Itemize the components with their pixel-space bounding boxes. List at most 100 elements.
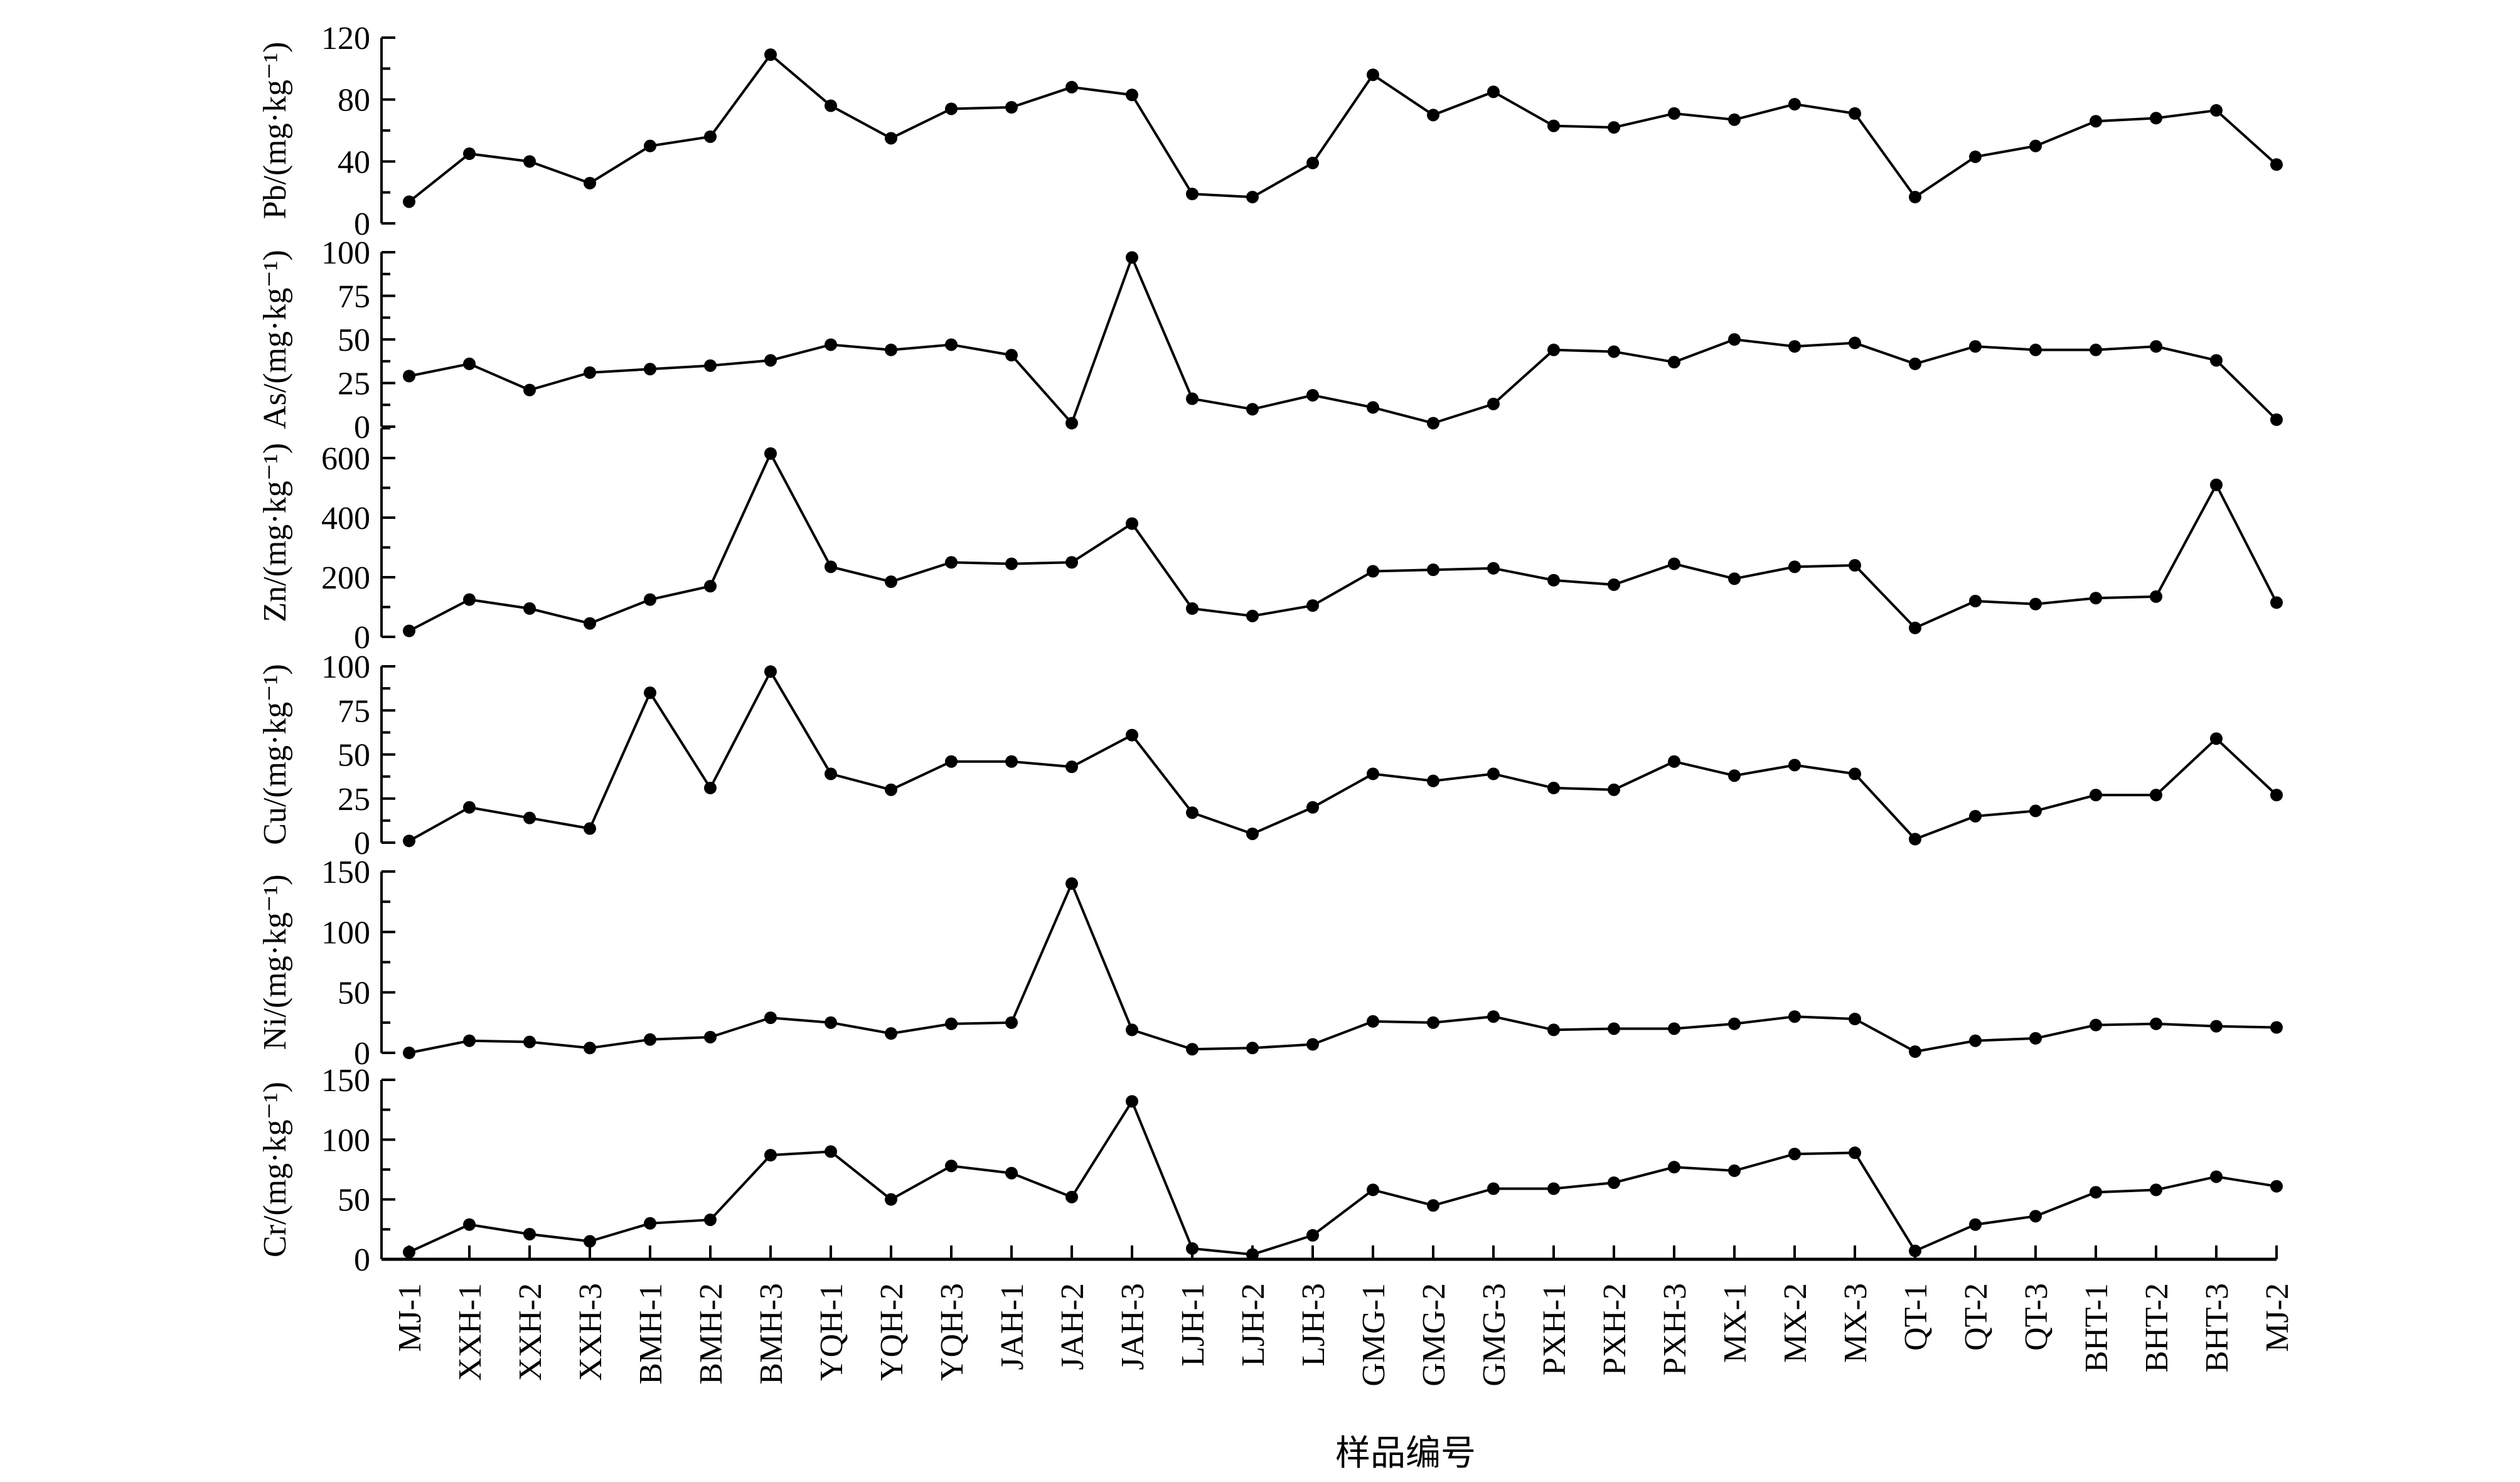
data-point-BHT-2 [2150,112,2162,125]
data-point-BMH-1 [644,363,656,376]
y-tick-label: 150 [321,855,370,890]
data-point-XXH-2 [523,155,536,168]
series-line [408,880,2277,1054]
data-point-LJH-1 [1186,806,1199,819]
x-tick-label: BMH-1 [633,1283,669,1385]
data-point-BHT-3 [2210,1020,2223,1033]
series-line [408,669,2278,842]
data-point-YQH-2 [885,783,897,796]
x-tick-label: BHT-1 [2079,1283,2115,1373]
y-axis-label: Ni/(mg·kg⁻¹) [257,875,293,1050]
x-tick-label: QT-2 [1958,1283,1994,1351]
data-point-BMH-3 [764,1011,777,1025]
data-point-QT-1 [1909,357,1921,370]
data-point-BMH-3 [764,447,777,460]
data-point-BHT-3 [2210,104,2223,117]
data-point-MX-3 [1849,559,1861,572]
data-point-MX-2 [1788,340,1801,353]
data-point-MX-1 [1728,1164,1741,1177]
data-point-GMG-2 [1427,774,1439,787]
data-point-XXH-3 [584,1042,596,1055]
data-point-MX-3 [1849,107,1861,120]
data-point-XXH-1 [463,801,476,814]
y-tick-label: 0 [354,206,370,242]
data-point-QT-1 [1909,621,1921,634]
data-point-BMH-1 [644,686,656,700]
data-point-GMG-3 [1487,767,1500,781]
y-tick-label: 0 [354,620,370,656]
data-point-JAH-1 [1005,1166,1018,1180]
y-tick-label: 120 [321,21,370,56]
data-point-PXH-2 [1608,1176,1620,1189]
data-point-BMH-3 [764,665,777,678]
data-point-MX-2 [1788,759,1801,772]
x-tick-label: GMG-2 [1416,1283,1452,1387]
data-point-BMH-2 [704,359,717,372]
data-point-QT-3 [2029,804,2042,818]
x-tick-label: GMG-1 [1356,1283,1392,1387]
data-point-YQH-2 [885,575,897,589]
x-tick-label: LJH-2 [1236,1283,1271,1367]
data-point-LJH-3 [1306,1038,1319,1051]
x-tick-label: MX-3 [1838,1283,1874,1363]
panel-3: 0 25 50 75 100 Cu/(mg·kg⁻¹) [257,649,2283,861]
x-tick-label: XXH-2 [513,1283,548,1381]
data-point-BHT-3 [2210,478,2223,491]
data-point-LJH-1 [1186,1043,1199,1056]
data-point-LJH-2 [1246,827,1259,840]
data-point-GMG-1 [1367,767,1379,781]
data-point-QT-1 [1909,1045,1921,1058]
data-point-PXH-2 [1608,1022,1620,1035]
data-point-MJ-2 [2270,789,2283,802]
data-point-GMG-2 [1427,1199,1439,1212]
data-point-XXH-3 [584,822,596,835]
data-point-GMG-1 [1367,68,1379,82]
data-point-MJ-2 [2270,413,2283,426]
data-point-QT-1 [1909,191,1921,204]
data-point-XXH-1 [463,593,476,606]
data-point-PXH-2 [1608,121,1620,134]
data-point-JAH-2 [1065,877,1078,890]
data-point-BMH-3 [764,1149,777,1162]
data-point-JAH-3 [1126,517,1138,530]
data-point-BHT-1 [2090,789,2102,802]
data-point-LJH-3 [1306,156,1319,169]
data-point-JAH-3 [1126,728,1138,742]
data-point-XXH-2 [523,811,536,824]
data-point-XXH-1 [463,357,476,370]
y-tick-label: 0 [354,826,370,861]
data-point-GMG-2 [1427,417,1439,430]
data-point-QT-3 [2029,1210,2042,1223]
y-tick-label: 50 [338,738,370,774]
y-tick-label: 25 [338,366,370,402]
data-point-PXH-2 [1608,783,1620,796]
x-tick-label: PXH-3 [1657,1283,1693,1375]
data-point-MX-1 [1728,113,1741,126]
y-tick-label: 150 [321,1063,370,1099]
series-line [408,1098,2277,1256]
data-point-GMG-1 [1367,1183,1379,1197]
data-point-QT-3 [2029,1032,2042,1045]
data-point-YQH-3 [945,338,958,351]
data-point-MJ-1 [403,370,415,383]
x-tick-label: PXH-2 [1597,1283,1633,1375]
data-point-MJ-2 [2270,158,2283,171]
data-point-MX-3 [1849,1146,1861,1159]
x-tick-label: GMG-3 [1476,1283,1512,1387]
data-point-XXH-1 [463,1218,476,1231]
x-tick-label: YQH-1 [814,1283,850,1381]
x-tick-label: QT-3 [2019,1283,2054,1351]
data-point-YQH-1 [825,1016,837,1029]
data-point-BHT-1 [2090,343,2102,356]
y-tick-label: 50 [338,976,370,1011]
data-point-BMH-1 [644,1033,656,1046]
data-point-BMH-2 [704,1030,717,1043]
data-point-GMG-1 [1367,401,1379,414]
data-point-QT-3 [2029,139,2042,152]
data-point-QT-2 [1969,1034,1982,1047]
data-point-GMG-3 [1487,1182,1500,1195]
x-tick-label: BMH-3 [754,1283,789,1385]
data-point-JAH-3 [1126,88,1138,102]
data-point-PXH-3 [1668,755,1680,768]
